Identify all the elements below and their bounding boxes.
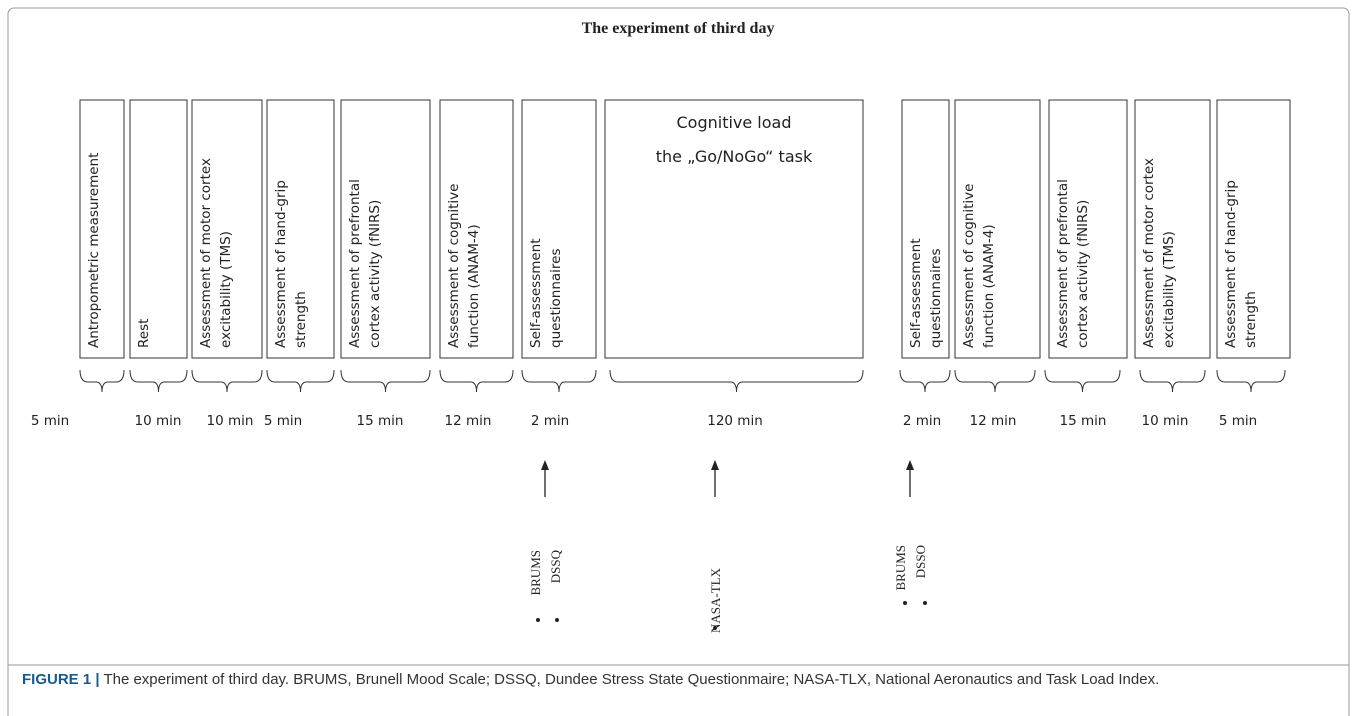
step-label: Assessment of prefrontal — [347, 179, 363, 348]
step-label: Assessment of motor cortex — [198, 158, 214, 348]
step-box — [954, 99, 1041, 359]
step-label: strength — [1243, 291, 1259, 348]
measure-label: NASA-TLX — [708, 567, 723, 633]
step-label: function (ANAM-4) — [466, 224, 482, 348]
step-box — [191, 99, 263, 359]
title: The experiment of third day — [582, 20, 775, 37]
step-box — [129, 99, 188, 359]
step-box — [1134, 99, 1211, 359]
arrow-head — [541, 460, 549, 470]
duration: 5 min — [264, 413, 302, 429]
brace — [609, 369, 864, 393]
step-label: Self-assessment — [528, 238, 544, 348]
duration: 12 min — [445, 413, 492, 429]
step-label: function (ANAM-4) — [981, 224, 997, 348]
measure-label: BRUMS — [893, 545, 908, 591]
step-box — [1216, 99, 1291, 359]
duration: 12 min — [970, 413, 1017, 429]
frame — [7, 7, 1350, 716]
duration: 120 min — [707, 413, 763, 429]
dot — [536, 618, 540, 622]
caption: FIGURE 1 | The experiment of third day. … — [22, 668, 1337, 691]
arrow-head — [906, 460, 914, 470]
step-box — [1048, 99, 1128, 359]
step-label: Antropometric measurement — [86, 153, 102, 348]
brace — [266, 369, 335, 393]
step-label: Assessment of cognitive — [961, 184, 977, 348]
brace — [954, 369, 1036, 393]
dot — [923, 601, 927, 605]
step-box — [266, 99, 335, 359]
dot — [903, 601, 907, 605]
brace — [129, 369, 188, 393]
step-label: the „Go/NoGo“ task — [656, 147, 813, 166]
duration: 10 min — [1142, 413, 1189, 429]
brace — [1044, 369, 1121, 393]
brace — [191, 369, 263, 393]
step-box — [901, 99, 950, 359]
step-label: questionnaires — [928, 249, 944, 349]
step-label: Self-assessment — [908, 238, 924, 348]
duration: 15 min — [357, 413, 404, 429]
step-label: Assessment of motor cortex — [1141, 158, 1157, 348]
measure-label: DSSO — [913, 545, 928, 578]
step-label: questionnaires — [548, 249, 564, 349]
step-label: Assessment of cognitive — [446, 184, 462, 348]
step-label: cortex activity (fNIRS) — [1075, 200, 1091, 348]
brace — [439, 369, 514, 393]
measure-label: BRUMS — [528, 550, 543, 596]
step-label: excitability (TMS) — [218, 231, 234, 348]
dot — [555, 618, 559, 622]
duration: 2 min — [903, 413, 941, 429]
step-box — [79, 99, 125, 359]
step-box — [439, 99, 514, 359]
step-box — [521, 99, 597, 359]
brace — [1216, 369, 1286, 393]
step-label: Rest — [136, 319, 152, 348]
brace — [79, 369, 125, 393]
step-label: cortex activity (fNIRS) — [367, 200, 383, 348]
arrow-head — [711, 460, 719, 470]
brace — [899, 369, 951, 393]
duration: 2 min — [531, 413, 569, 429]
dot — [713, 626, 717, 630]
step-label: excitability (TMS) — [1161, 231, 1177, 348]
measure-label: DSSQ — [548, 549, 563, 583]
caption-label: FIGURE 1 | — [22, 671, 100, 688]
brace — [340, 369, 431, 393]
step-label: strength — [293, 291, 309, 348]
step-label: Cognitive load — [676, 113, 791, 132]
brace — [1139, 369, 1206, 393]
step-box — [340, 99, 431, 359]
duration: 10 min — [207, 413, 254, 429]
duration: 5 min — [31, 413, 69, 429]
step-label: Assessment of hand-grip — [273, 180, 289, 348]
duration: 5 min — [1219, 413, 1257, 429]
step-box — [604, 99, 864, 359]
caption-text: The experiment of third day. BRUMS, Brun… — [99, 671, 1160, 688]
duration: 10 min — [135, 413, 182, 429]
duration: 15 min — [1060, 413, 1107, 429]
brace — [521, 369, 597, 393]
step-label: Assessment of prefrontal — [1055, 179, 1071, 348]
step-label: Assessment of hand-grip — [1223, 180, 1239, 348]
